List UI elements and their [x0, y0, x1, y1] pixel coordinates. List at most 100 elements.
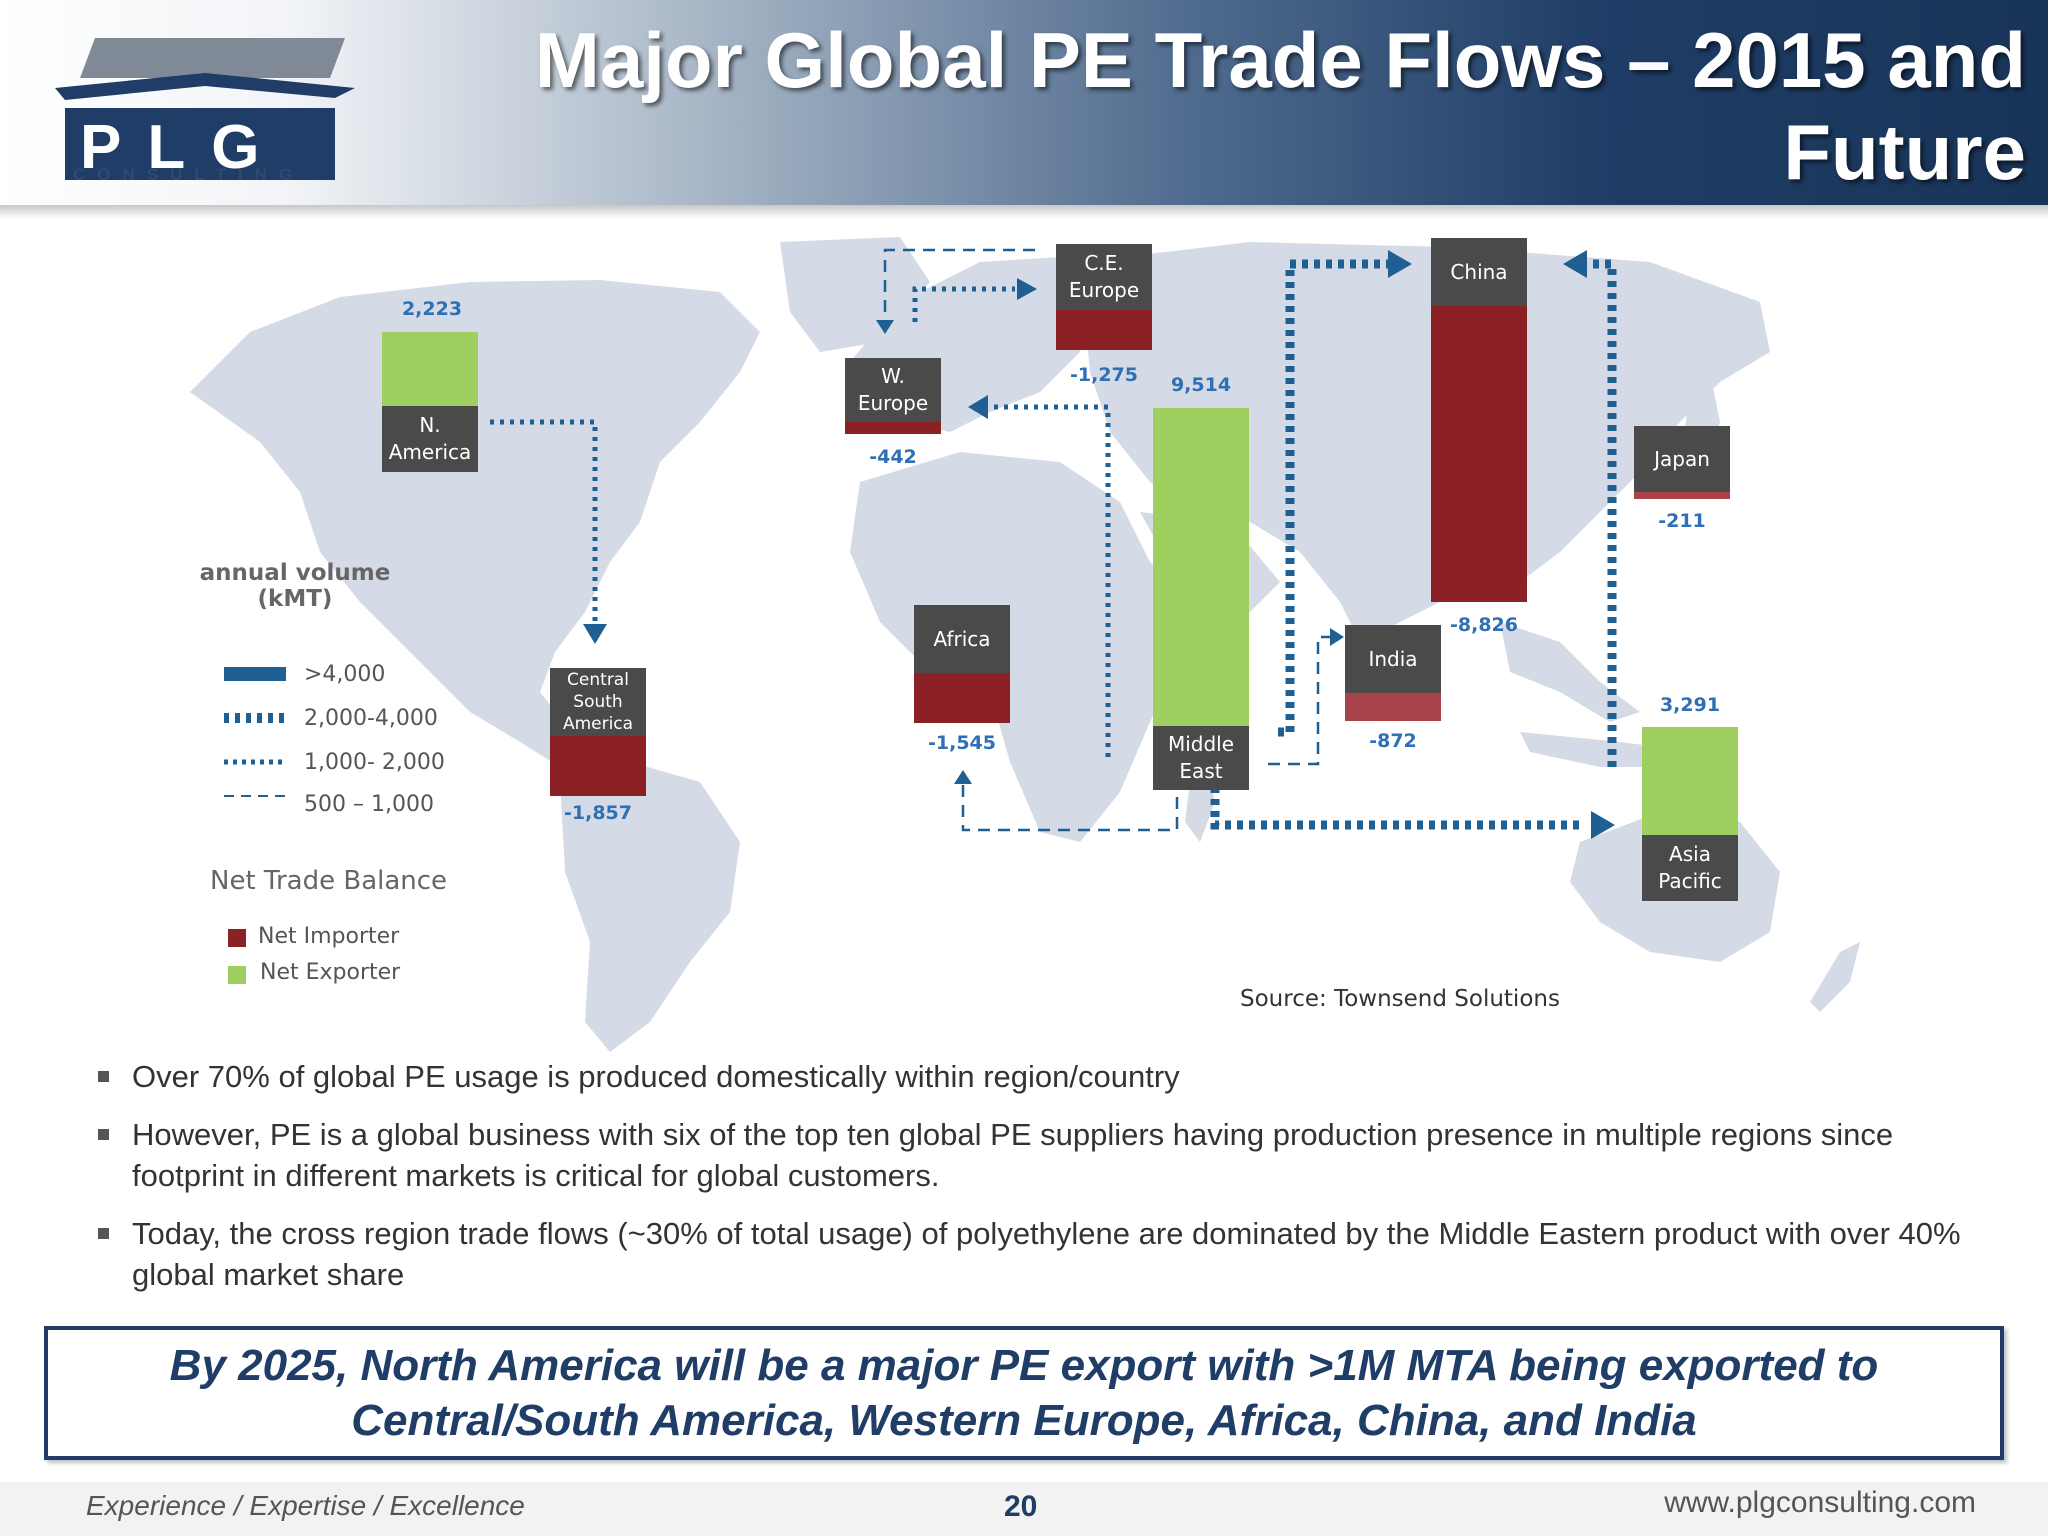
land-south-america: [560, 762, 740, 1052]
trade-flow-map: 2,223 N. America Central South America -…: [0, 222, 2048, 1052]
flow-me-to-weurope: [985, 404, 1111, 757]
value-asia-pacific: 3,291: [1659, 694, 1721, 716]
bar-w-europe: [845, 422, 941, 434]
label-n-america: N. America: [382, 406, 478, 472]
label-asia-pacific: Asia Pacific: [1642, 835, 1738, 901]
bullet-marker: [98, 1228, 109, 1239]
value-central-south-america: -1,857: [564, 802, 632, 824]
label-me-line1: Middle: [1167, 732, 1235, 756]
bullet-item: Over 70% of global PE usage is produced …: [96, 1056, 1996, 1097]
label-ceeurope-line2: Europe: [1068, 278, 1140, 302]
callout-text: By 2025, North America will be a major P…: [169, 1341, 1879, 1445]
value-middle-east: 9,514: [1170, 374, 1232, 396]
legend-swatch-importer: [228, 929, 246, 947]
label-csa-line1: Central: [567, 670, 629, 690]
label-ap-line2: Pacific: [1658, 869, 1722, 893]
label-ap-line1: Asia: [1669, 842, 1711, 866]
flow-weurope-to-ceeurope: [912, 286, 1015, 322]
region-india: India: [1345, 625, 1441, 721]
value-china: -8,826: [1450, 614, 1518, 636]
label-ce-europe: C.E. Europe: [1056, 244, 1152, 310]
land-north-america: [190, 280, 760, 767]
bar-china: [1431, 306, 1527, 602]
arrowhead-asiapac: [1591, 811, 1615, 839]
legend-item-gt4000: >4,000: [304, 662, 386, 687]
label-india: India: [1345, 625, 1441, 693]
legend-net-importer: Net Importer: [258, 924, 400, 949]
arrowhead-csa: [583, 624, 607, 644]
plg-logo: PLG: [55, 38, 355, 182]
value-ce-europe: -1,275: [1070, 364, 1138, 386]
footer: Experience / Expertise / Excellence 20 w…: [0, 1482, 2048, 1536]
region-w-europe: W. Europe: [845, 358, 941, 434]
bullet-marker: [98, 1129, 109, 1140]
region-middle-east: Middle East: [1153, 408, 1249, 790]
footer-tagline: Experience / Expertise / Excellence: [86, 1490, 525, 1521]
region-n-america: N. America: [382, 332, 478, 472]
bullet-text-3: Today, the cross region trade flows (~30…: [132, 1216, 1961, 1292]
bar-ce-europe: [1056, 310, 1152, 350]
net-trade-balance-title: Net Trade Balance: [210, 866, 448, 896]
land-asia: [1080, 242, 1770, 642]
flow-na-to-csa: [490, 419, 598, 630]
bullet-list: Over 70% of global PE usage is produced …: [96, 1056, 1996, 1312]
world-map-background: [190, 237, 1860, 1052]
logo-text: PLG: [80, 113, 285, 182]
source-note: Source: Townsend Solutions: [1240, 986, 1560, 1012]
value-w-europe: -442: [869, 446, 917, 468]
bullet-marker: [98, 1071, 109, 1082]
logo-tagline: CONSULTING: [73, 165, 305, 184]
region-central-south-america: Central South America: [550, 668, 646, 796]
label-csa-line3: America: [562, 714, 634, 734]
arrowhead-africa: [954, 770, 972, 784]
land-africa: [850, 452, 1190, 842]
region-china: China: [1431, 238, 1527, 602]
region-japan: Japan: [1634, 426, 1730, 499]
value-n-america: 2,223: [401, 298, 463, 320]
region-ce-europe: C.E. Europe: [1056, 244, 1152, 350]
legend-title-line1: annual volume: [199, 560, 391, 586]
flow-me-to-asiapac: [1210, 787, 1580, 830]
arrowhead-india: [1330, 628, 1344, 646]
arrowhead-ceeurope: [1017, 278, 1037, 300]
region-africa: Africa: [914, 605, 1010, 723]
label-weurope-line1: W.: [881, 364, 905, 388]
value-africa: -1,545: [928, 732, 996, 754]
page-title: Major Global PE Trade Flows – 2015 and F…: [534, 16, 2026, 196]
bullet-item: Today, the cross region trade flows (~30…: [96, 1213, 1996, 1295]
flow-me-to-china: [1278, 259, 1390, 737]
bullet-item: However, PE is a global business with si…: [96, 1114, 1996, 1196]
flow-ce-to-weurope: [883, 248, 1035, 322]
callout-box: By 2025, North America will be a major P…: [44, 1326, 2004, 1460]
label-me-line2: East: [1179, 759, 1223, 783]
label-ceeurope-line1: C.E.: [1084, 251, 1124, 275]
bar-japan: [1634, 492, 1730, 499]
label-china: China: [1431, 238, 1527, 306]
label-middle-east: Middle East: [1153, 726, 1249, 790]
legend-title: annual volume (kMT): [190, 560, 400, 612]
page-number: 20: [1004, 1490, 1038, 1523]
bullet-text-2: However, PE is a global business with si…: [132, 1117, 1894, 1193]
label-central-south-america: Central South America: [550, 668, 646, 736]
arrowhead-weurope-top: [876, 320, 894, 334]
arrowhead-weurope: [968, 395, 988, 419]
label-w-europe: W. Europe: [845, 358, 941, 422]
region-asia-pacific: Asia Pacific: [1642, 727, 1738, 901]
flow-me-to-africa: [961, 784, 1179, 832]
bar-africa: [914, 673, 1010, 723]
label-csa-line2: South: [573, 692, 623, 712]
label-weurope-line2: Europe: [857, 391, 929, 415]
legend-title-line2: (kMT): [257, 586, 333, 612]
bar-n-america: [382, 332, 478, 406]
arrowhead-china-right: [1563, 250, 1587, 278]
flow-asiapac-to-china: [1585, 259, 1617, 767]
value-india: -872: [1369, 730, 1417, 752]
bar-asia-pacific: [1642, 727, 1738, 835]
label-japan: Japan: [1634, 426, 1730, 492]
land-se-asia: [1500, 622, 1640, 722]
land-new-zealand: [1810, 942, 1860, 1012]
header-shadow: [0, 205, 2048, 219]
value-japan: -211: [1658, 510, 1706, 532]
bullet-text-1: Over 70% of global PE usage is produced …: [132, 1059, 1180, 1094]
footer-website-link[interactable]: www.plgconsulting.com: [1664, 1486, 1976, 1519]
